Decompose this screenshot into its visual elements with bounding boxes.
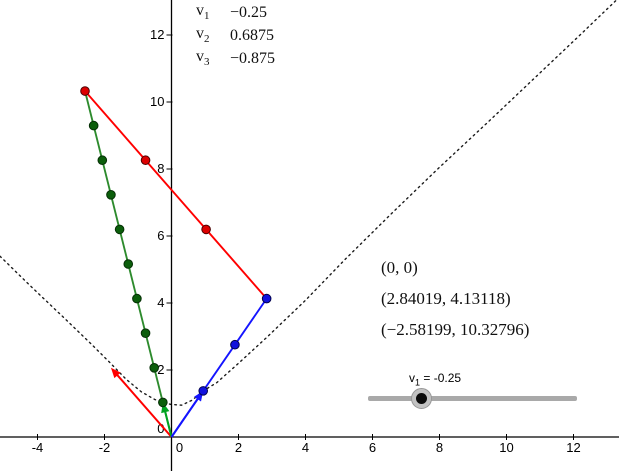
green-point — [123, 259, 134, 269]
green-point — [106, 190, 116, 200]
x-tick-label: 12 — [566, 440, 580, 455]
x-tick-label: -4 — [32, 440, 44, 455]
x-tick-label: 10 — [499, 440, 513, 455]
y-tick-label: 10 — [150, 94, 164, 109]
green-point — [149, 363, 160, 373]
green-vector — [163, 407, 173, 438]
slider-knob-dot — [416, 393, 427, 404]
x-tick-label: 8 — [436, 440, 443, 455]
variable-value: −0.875 — [230, 49, 276, 67]
red-point — [140, 155, 151, 166]
blue-point — [198, 386, 209, 396]
variable-name: v3 — [196, 48, 210, 69]
red-point — [201, 224, 211, 235]
blue-point — [230, 339, 240, 350]
variable-row-v2: v2 0.6875 — [196, 24, 275, 47]
red-vector-arrowhead — [110, 367, 121, 379]
x-zero-label: 0 — [176, 440, 183, 455]
blue-vector — [170, 395, 201, 438]
green-point — [114, 224, 125, 235]
green-point — [88, 120, 99, 131]
slider-track[interactable] — [368, 396, 577, 401]
red-segment — [84, 90, 268, 300]
x-tick-label: 4 — [302, 440, 309, 455]
x-tick-label: -2 — [99, 440, 111, 455]
green-point — [132, 293, 142, 304]
slider-label: v1 = -0.25 — [409, 371, 462, 388]
y-tick-label: 4 — [157, 295, 164, 310]
variable-value: −0.25 — [230, 3, 268, 21]
coordinate-text: (2.84019, 4.13118) — [381, 289, 511, 308]
variable-name: v2 — [196, 25, 210, 46]
variable-name: v1 — [196, 2, 210, 23]
y-zero-label: 0 — [157, 421, 164, 436]
coordinate-text: (0, 0) — [381, 258, 418, 277]
red-point — [80, 86, 90, 96]
y-tick-label: 8 — [157, 161, 164, 176]
coordinate-text: (−2.58199, 10.32796) — [381, 320, 530, 339]
green-point — [140, 328, 151, 339]
green-point — [97, 155, 108, 166]
variables-panel: v1 −0.25 v2 0.6875 v3 −0.875 — [196, 1, 275, 70]
red-vector — [114, 371, 173, 438]
blue-point — [261, 293, 272, 304]
x-tick-label: 2 — [235, 440, 242, 455]
coordinates-panel: (0, 0) (2.84019, 4.13118) (−2.58199, 10.… — [381, 252, 529, 345]
variable-value: 0.6875 — [230, 26, 274, 44]
y-tick-label: 2 — [157, 362, 164, 377]
slider-knob[interactable] — [411, 388, 432, 409]
variable-row-v1: v1 −0.25 — [196, 1, 275, 24]
y-tick-label: 6 — [157, 228, 164, 243]
y-tick-label: 12 — [150, 27, 164, 42]
x-tick-label: 6 — [369, 440, 376, 455]
variable-row-v3: v3 −0.875 — [196, 47, 275, 70]
green-point — [158, 397, 168, 408]
